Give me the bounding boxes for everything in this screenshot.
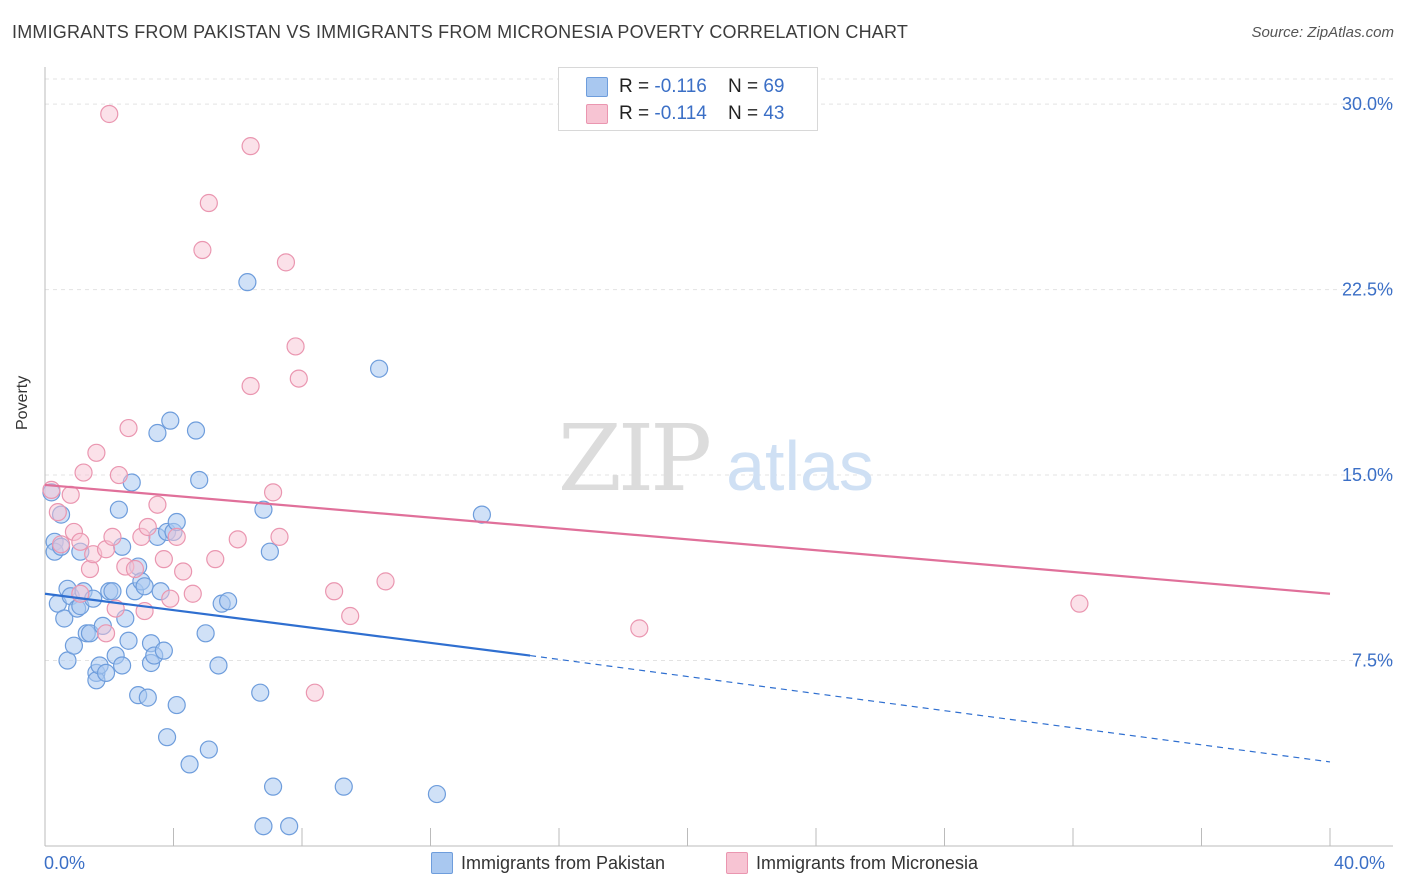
- micronesia-point: [305, 683, 324, 702]
- micronesia-point: [100, 104, 119, 124]
- micronesia-point: [103, 527, 122, 546]
- legend-micronesia-text: R = -0.114 N = 43: [619, 103, 785, 124]
- pakistan-r-value: -0.116: [654, 76, 707, 97]
- micronesia-n-value: 43: [763, 103, 785, 124]
- pakistan-point: [472, 505, 491, 524]
- micronesia-point: [174, 562, 193, 581]
- stats-legend: R = -0.116 N = 69 R = -0.114 N = 43: [558, 67, 818, 131]
- pakistan-point: [186, 421, 206, 440]
- pakistan-point: [238, 273, 257, 292]
- micronesia-point: [71, 532, 90, 551]
- micronesia-point: [109, 465, 128, 485]
- pakistan-point: [254, 500, 273, 519]
- micronesia-point: [263, 483, 283, 502]
- micronesia-point: [161, 589, 180, 608]
- micronesia-point: [80, 559, 100, 579]
- x-tick-label-max: 40.0%: [1334, 853, 1386, 873]
- micronesia-point: [61, 485, 80, 504]
- pakistan-trend-extension: [530, 654, 1331, 763]
- pakistan-legend-label: Immigrants from Pakistan: [461, 853, 666, 873]
- micronesia-point: [341, 606, 360, 626]
- legend-pakistan-text: R = -0.116 N = 69: [619, 76, 785, 97]
- pakistan-point: [370, 359, 389, 378]
- pakistan-point: [103, 582, 122, 601]
- micronesia-point: [270, 527, 289, 546]
- pakistan-legend-swatch: [431, 852, 453, 874]
- micronesia-point: [1070, 594, 1089, 613]
- pakistan-point: [157, 728, 177, 747]
- pakistan-point: [135, 577, 154, 596]
- micronesia-point: [206, 550, 225, 569]
- pakistan-point: [154, 641, 173, 660]
- micronesia-point: [183, 584, 202, 603]
- x-tick-label-min: 0.0%: [44, 853, 86, 873]
- micronesia-point: [289, 369, 308, 388]
- micronesia-point: [138, 517, 157, 537]
- pakistan-n-value: 69: [763, 76, 785, 97]
- y-axis-title: Poverty: [14, 375, 31, 430]
- watermark-zip: ZIP: [558, 405, 709, 512]
- watermark-atlas: atlas: [726, 427, 874, 505]
- pakistan-point: [148, 423, 167, 443]
- pakistan-point: [334, 777, 353, 796]
- micronesia-point: [51, 535, 71, 554]
- y-tick-label: 30.0%: [1342, 94, 1393, 114]
- micronesia-point: [48, 503, 67, 522]
- micronesia-point: [241, 376, 260, 396]
- source-credit: Source: ZipAtlas.com: [1251, 24, 1394, 41]
- pakistan-point: [427, 784, 447, 804]
- micronesia-point: [119, 418, 138, 438]
- pakistan-point: [161, 411, 180, 430]
- micronesia-point: [87, 443, 106, 462]
- pakistan-point: [254, 817, 273, 836]
- micronesia-point: [193, 240, 212, 260]
- pakistan-point: [280, 817, 299, 836]
- micronesia-point: [96, 624, 116, 643]
- chart-title: IMMIGRANTS FROM PAKISTAN VS IMMIGRANTS F…: [12, 22, 909, 42]
- micronesia-point: [630, 619, 649, 638]
- micronesia-legend-label: Immigrants from Micronesia: [756, 853, 979, 873]
- micronesia-r-value: -0.114: [654, 103, 707, 124]
- pakistan-point: [209, 656, 228, 675]
- micronesia-point: [286, 337, 305, 356]
- micronesia-point: [276, 253, 296, 272]
- pakistan-trend-line: [44, 592, 531, 657]
- pakistan-point: [199, 740, 218, 759]
- pakistan-point: [263, 777, 283, 796]
- pakistan-point: [96, 663, 116, 682]
- micronesia-swatch: [586, 104, 608, 124]
- micronesia-point: [241, 137, 260, 156]
- micronesia-point: [154, 550, 173, 569]
- micronesia-point: [228, 530, 247, 549]
- pakistan-point: [109, 500, 128, 519]
- y-tick-label: 22.5%: [1342, 280, 1393, 300]
- pakistan-point: [119, 631, 138, 650]
- y-tick-label: 15.0%: [1342, 465, 1393, 485]
- micronesia-point: [199, 193, 218, 213]
- micronesia-legend-swatch: [726, 852, 748, 874]
- pakistan-point: [55, 609, 74, 628]
- micronesia-point: [167, 527, 186, 546]
- pakistan-point: [219, 592, 238, 611]
- pakistan-point: [180, 755, 199, 774]
- micronesia-point: [125, 559, 145, 579]
- pakistan-point: [138, 688, 157, 707]
- pakistan-point: [167, 695, 186, 715]
- pakistan-point: [190, 470, 209, 490]
- micronesia-point: [376, 572, 395, 591]
- y-tick-label: 7.5%: [1352, 651, 1393, 671]
- pakistan-point: [251, 683, 270, 702]
- micronesia-trend-line: [44, 483, 1331, 595]
- pakistan-point: [112, 656, 132, 675]
- pakistan-swatch: [586, 77, 608, 97]
- pakistan-point: [196, 624, 215, 643]
- pakistan-point: [64, 636, 84, 655]
- micronesia-point: [148, 495, 167, 514]
- pakistan-point: [260, 542, 279, 561]
- micronesia-point: [74, 463, 93, 482]
- micronesia-point: [325, 582, 344, 601]
